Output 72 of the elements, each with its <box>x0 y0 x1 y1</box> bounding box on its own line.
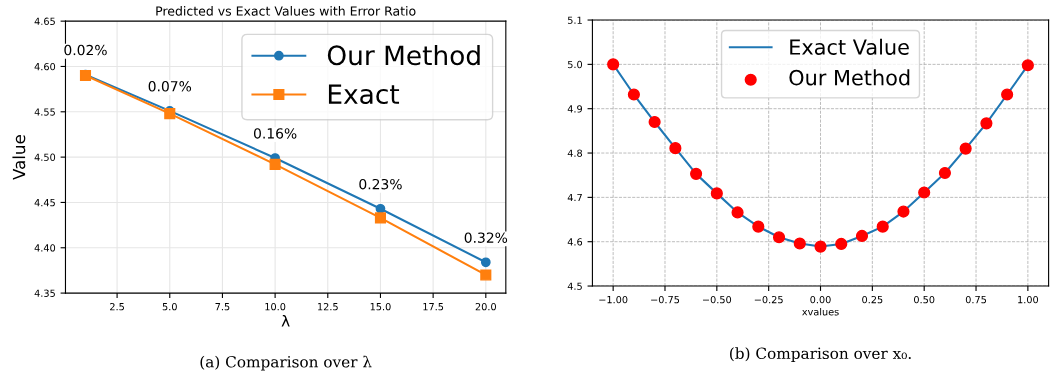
x-tick-label: 7.5 <box>215 303 230 311</box>
point <box>855 229 869 243</box>
point <box>669 142 682 155</box>
x-tick-label: 5.0 <box>162 302 177 311</box>
x-tick-label: −0.50 <box>702 295 732 304</box>
point <box>752 220 765 233</box>
y-tick-label: 4.8 <box>567 149 583 157</box>
legend-label: Exact Value <box>790 38 909 55</box>
point <box>938 166 952 180</box>
x-tick-label: 15.0 <box>370 302 391 311</box>
y-axis-title: Value <box>12 135 26 180</box>
x-tick-label: −1.00 <box>599 295 628 304</box>
point <box>374 212 387 224</box>
x-tick-label: 1.00 <box>1018 295 1039 304</box>
point <box>648 115 661 129</box>
legend-label: Our Method <box>789 69 910 86</box>
point <box>269 158 281 170</box>
legend-label: Exact <box>328 84 400 105</box>
point <box>876 220 889 233</box>
point <box>731 206 744 219</box>
y-tick-label: 4.40 <box>34 244 56 252</box>
annotation: 0.32% <box>464 232 508 243</box>
chart-title: Predicted vs Exact Values with Error Ratio <box>156 6 416 16</box>
x-tick-label: −0.25 <box>754 295 783 304</box>
point <box>772 231 786 244</box>
text: (a) Comparison over λ <box>200 355 372 371</box>
point <box>480 257 491 268</box>
annotation: 0.02% <box>64 44 107 56</box>
x-tick-label: 0.75 <box>965 295 987 304</box>
x-tick-label: 0.50 <box>914 295 935 304</box>
y-tick-label: 4.9 <box>567 105 583 113</box>
x-tick-label: 20.0 <box>475 302 496 311</box>
point <box>1001 88 1014 101</box>
x-tick-label: 17.5 <box>423 303 444 311</box>
annotation: 0.16% <box>253 128 297 139</box>
y-tick-label: 5.0 <box>567 60 583 69</box>
x-axis-title: λ <box>281 315 290 327</box>
y-tick-label: 5.1 <box>567 16 582 24</box>
annotation: 0.07% <box>148 81 192 92</box>
x-tick-label: −0.75 <box>651 295 680 304</box>
point <box>980 117 993 130</box>
x-tick-label: 10.0 <box>265 302 286 311</box>
y-tick-label: 4.45 <box>34 199 55 207</box>
y-tick-label: 4.5 <box>567 282 582 290</box>
point <box>835 237 848 250</box>
y-tick-label: 4.35 <box>34 289 55 297</box>
point <box>959 142 972 155</box>
point <box>1021 59 1034 72</box>
x-tick-label: 2.5 <box>110 302 124 311</box>
point <box>793 237 806 250</box>
point <box>480 269 492 281</box>
y-tick-label: 4.55 <box>34 108 55 116</box>
y-tick-label: 4.65 <box>34 17 55 25</box>
point <box>710 187 723 200</box>
point <box>627 88 640 101</box>
x-tick-label: 0.25 <box>862 295 883 304</box>
point <box>814 240 827 253</box>
point <box>918 186 931 199</box>
y-tick-label: 4.50 <box>34 153 56 161</box>
y-tick-label: 4.60 <box>34 62 56 71</box>
annotation: 0.23% <box>359 178 402 190</box>
legend-label: Our Method <box>327 44 480 66</box>
point <box>607 58 620 71</box>
x-axis-title: xvalues <box>802 307 839 316</box>
x-tick-label: 12.5 <box>318 302 338 311</box>
y-tick-label: 4.6 <box>567 238 583 246</box>
point <box>690 167 703 180</box>
text: (b) Comparison over x₀. <box>730 347 911 363</box>
x-tick-label: 0.00 <box>810 295 831 304</box>
y-tick-label: 4.7 <box>567 193 582 202</box>
point <box>897 205 910 218</box>
point <box>164 108 176 120</box>
